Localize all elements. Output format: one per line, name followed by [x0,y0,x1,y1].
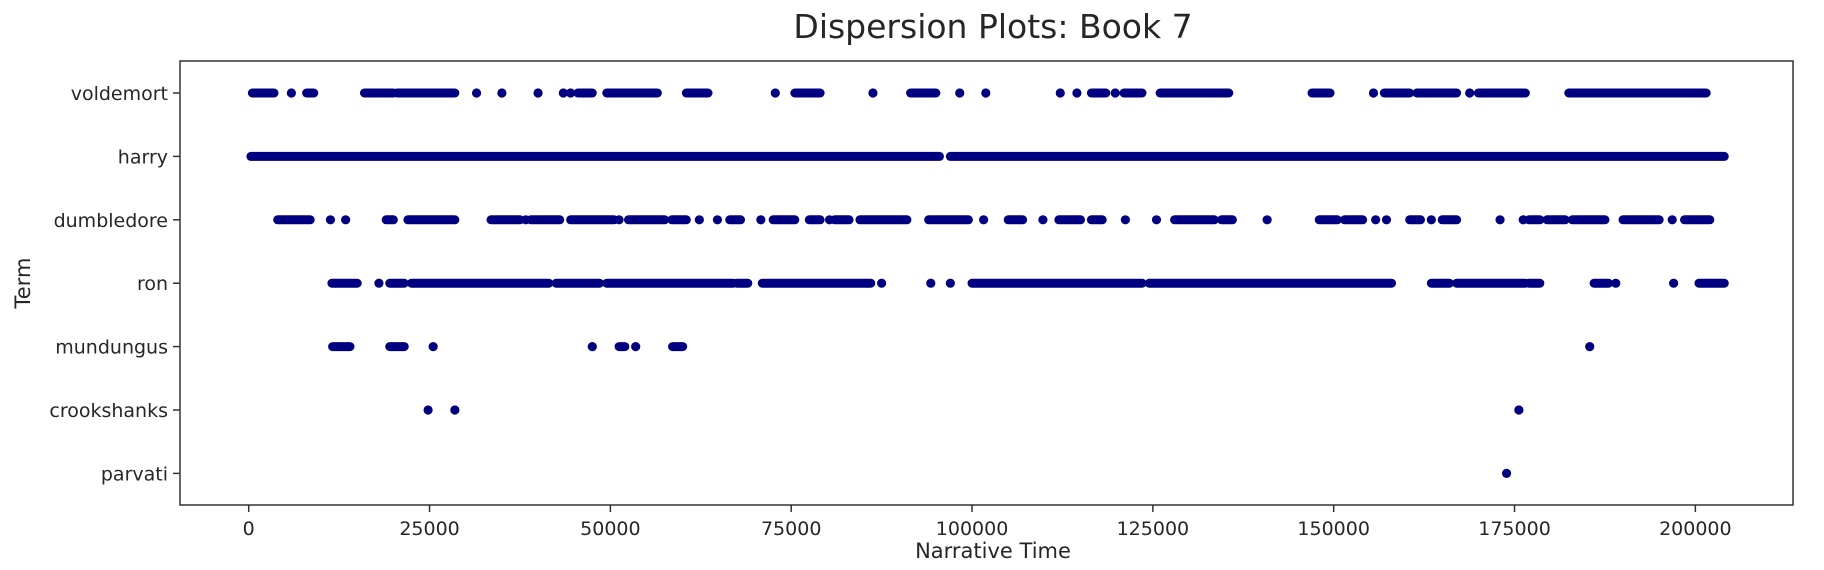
occurrence-point [341,215,351,225]
x-tick-label: 25000 [399,518,459,540]
occurrence-point [824,215,835,225]
occurrence-point [926,278,936,288]
x-axis: 0 25000 50000 75000 100000 125000 150000 175000… [243,505,1732,540]
series-voldemort [247,88,1711,98]
occurrence-point [1426,215,1436,225]
occurrence-point [614,215,624,225]
occurrence-point [1055,88,1065,98]
x-tick-label: 100000 [936,518,1009,540]
x-tick-label: 200000 [1659,518,1732,540]
y-tick-label-harry: harry [118,146,168,168]
series-crookshanks [423,405,1524,415]
y-tick-label-crookshanks: crookshanks [49,400,168,422]
occurrence-point [631,342,641,352]
x-tick-label: 150000 [1297,518,1370,540]
y-tick-label-voldemort: voldemort [71,83,168,105]
series-ron [327,278,1729,288]
y-axis-label: Term [11,258,35,310]
occurrence-point [1495,215,1505,225]
occurrence-point [1151,215,1162,225]
occurrence-point [325,215,336,225]
occurrence-point [374,278,384,288]
y-tick-label-ron: ron [137,273,168,295]
occurrence-point [1585,342,1595,352]
series-parvati [1501,468,1512,478]
occurrence-point [694,215,704,225]
occurrence-point [1667,215,1677,225]
occurrence-point [1371,215,1381,225]
occurrence-point [533,88,543,98]
occurrence-point [1262,215,1272,225]
occurrence-point [428,342,438,352]
dispersion-marks [246,88,1729,478]
occurrence-point [756,215,766,225]
occurrence-point [712,215,723,225]
occurrence-point [1110,88,1120,98]
occurrence-point [877,278,887,288]
occurrence-point [521,215,531,225]
x-tick-label: 0 [243,518,255,540]
series-mundungus [328,342,1595,352]
occurrence-point [423,405,433,415]
occurrence-point [1518,215,1528,225]
occurrence-point [1368,88,1379,98]
occurrence-point [1669,278,1679,288]
occurrence-point [1381,215,1392,225]
occurrence-point [945,278,955,288]
occurrence-point [979,215,989,225]
x-tick-label: 175000 [1478,518,1551,540]
x-axis-label: Narrative Time [915,539,1071,563]
occurrence-point [1465,88,1475,98]
occurrence-point [497,88,507,98]
occurrence-point [286,88,296,98]
occurrence-point [770,88,780,98]
occurrence-point [1611,278,1621,288]
occurrence-point [1120,215,1130,225]
y-tick-label-dumbledore: dumbledore [54,210,168,232]
chart-title: Dispersion Plots: Book 7 [793,7,1192,46]
occurrence-point [868,88,878,98]
occurrence-point [587,342,597,352]
series-dumbledore [273,215,1715,225]
x-tick-label: 125000 [1117,518,1190,540]
x-tick-label: 75000 [761,518,821,540]
occurrence-point [955,88,965,98]
occurrence-point [1072,88,1082,98]
occurrence-point [558,88,568,98]
y-axis: voldemort harry dumbledore ron mundungus croo… [49,83,180,485]
occurrence-point [471,88,482,98]
occurrence-point [981,88,991,98]
occurrence-point [565,88,576,98]
occurrence-point [1514,405,1524,415]
y-tick-label-parvati: parvati [101,463,168,485]
occurrence-point [1038,215,1048,225]
occurrence-point [1501,468,1512,478]
occurrence-point [450,405,460,415]
x-tick-label: 50000 [580,518,640,540]
y-tick-label-mundungus: mundungus [55,337,168,359]
